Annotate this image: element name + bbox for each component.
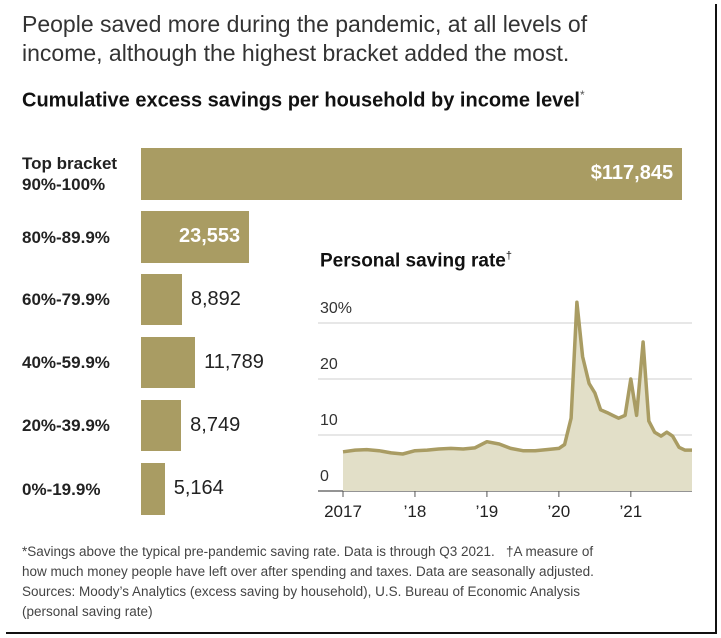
y-tick-label: 10 <box>320 412 338 429</box>
bar-category-label: 20%-39.9% <box>22 415 110 436</box>
savings-bar <box>141 211 250 263</box>
savings-bar <box>141 148 683 200</box>
y-tick-label: 20 <box>320 356 338 373</box>
bar-value-label: 23,553 <box>178 225 241 247</box>
inset-chart-title-text: Personal saving rate <box>320 250 506 272</box>
bar-category-label-line: 80%-89.9% <box>22 227 110 247</box>
savings-bar <box>141 337 196 388</box>
footnotes: *Savings above the typical pre-pandemic … <box>22 542 702 622</box>
inset-chart-title: Personal saving rate† <box>320 250 512 272</box>
x-tick-label: ’19 <box>475 502 499 521</box>
y-tick-label: 0 <box>320 468 329 485</box>
main-chart-title: Cumulative excess savings per household … <box>22 88 585 113</box>
savings-bar <box>141 463 165 515</box>
footnote-line: *Savings above the typical pre-pandemic … <box>22 544 594 559</box>
bar-category-label: Top bracket 90%-100% <box>22 153 117 195</box>
bar-category-label: 0%-19.9% <box>22 479 100 500</box>
sources-line: Sources: Moody’s Analytics (excess savin… <box>22 584 581 599</box>
main-chart-title-mark: * <box>580 88 585 102</box>
bar-category-label-line: 90%-100% <box>22 175 106 194</box>
main-chart-title-text: Cumulative excess savings per household … <box>22 89 580 112</box>
sources-line: (personal saving rate) <box>22 604 153 619</box>
bar-category-label-line: 0%-19.9% <box>22 479 101 499</box>
bar-category-label-line: 60%-79.9% <box>22 290 110 309</box>
bar-category-label: 80%-89.9% <box>22 227 110 248</box>
bar-value-label: 5,164 <box>173 477 224 499</box>
figure-frame <box>6 4 717 634</box>
bar-value-label: 8,892 <box>190 287 241 310</box>
x-tick-label: 2017 <box>324 502 362 521</box>
bar-value-label: 8,749 <box>190 413 241 436</box>
savings-bar <box>141 400 182 451</box>
bar-value-label: 11,789 <box>204 350 264 373</box>
bar-category-label: 40%-59.9% <box>22 352 110 373</box>
bar-category-label-line: 20%-39.9% <box>22 416 110 435</box>
footnote-line: how much money people have left over aft… <box>22 564 594 579</box>
savings-bar <box>141 274 182 325</box>
bar-category-label-line: 40%-59.9% <box>22 353 110 372</box>
x-tick-label: ’21 <box>619 502 643 521</box>
inset-chart-title-mark: † <box>505 250 512 262</box>
headline: People saved more during the pandemic, a… <box>22 11 588 66</box>
bar-category-label: 60%-79.9% <box>22 289 110 310</box>
x-tick-label: ’18 <box>403 502 427 521</box>
x-tick-label: ’20 <box>547 502 571 521</box>
bar-category-label-line: Top bracket <box>22 154 118 173</box>
y-tick-label: 30% <box>320 300 353 317</box>
bar-value-label: $117,845 <box>590 162 674 184</box>
